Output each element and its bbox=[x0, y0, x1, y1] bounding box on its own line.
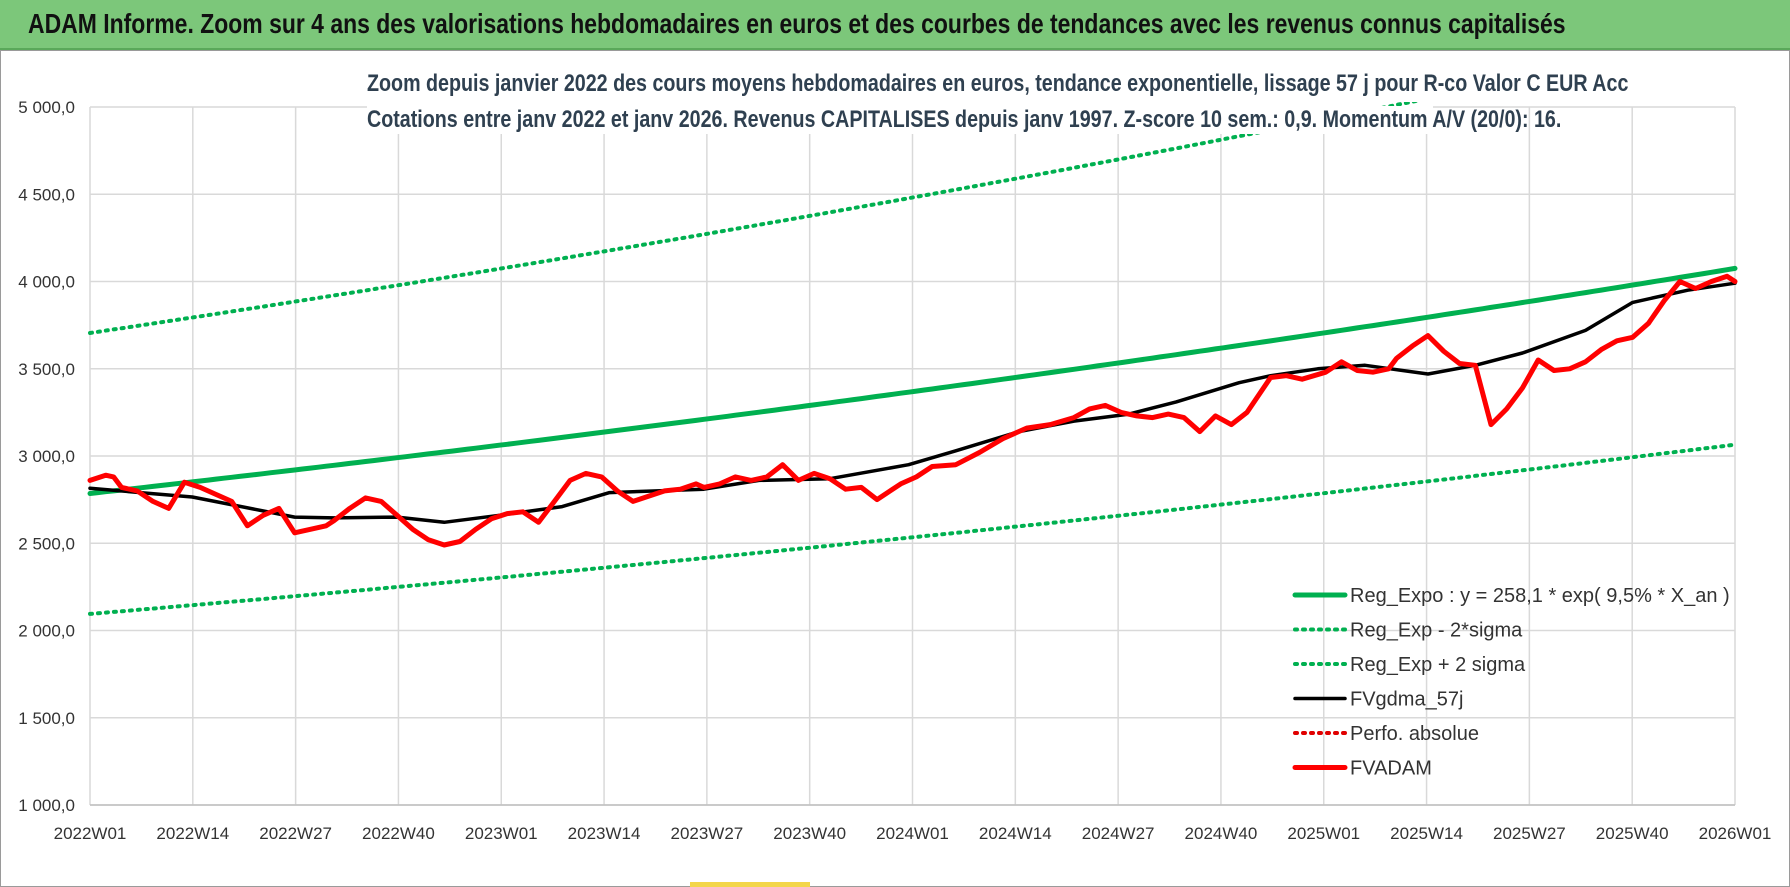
scroll-marker bbox=[690, 882, 810, 887]
x-tick-label: 2024W01 bbox=[876, 824, 949, 843]
x-tick-label: 2024W40 bbox=[1185, 824, 1258, 843]
title-bar: ADAM Informe. Zoom sur 4 ans des valoris… bbox=[0, 0, 1790, 50]
legend-label-1: Reg_Exp - 2*sigma bbox=[1350, 620, 1523, 642]
x-tick-label: 2026W01 bbox=[1699, 824, 1772, 843]
legend-label-4: Perfo. absolue bbox=[1350, 723, 1479, 745]
x-tick-label: 2023W27 bbox=[670, 824, 743, 843]
y-axis: 1 000,0 1 500,0 2 000,0 2 500,0 3 000,0 3 500… bbox=[18, 98, 75, 815]
legend-label-0: Reg_Expo : y = 258,1 * exp( 9,5% * X_an … bbox=[1350, 585, 1730, 607]
chart-title-line2: Cotations entre janv 2022 et janv 2026. … bbox=[367, 106, 1562, 134]
series-line-0 bbox=[87, 265, 1738, 496]
series-line-5 bbox=[87, 273, 1738, 548]
x-axis: 2022W01 2022W14 2022W27 2022W40 2023W01 2023W… bbox=[54, 804, 1772, 843]
y-tick-label: 4 500,0 bbox=[18, 185, 75, 204]
chart-legend: Reg_Expo : y = 258,1 * exp( 9,5% * X_an … bbox=[1292, 585, 1730, 780]
x-tick-label: 2024W14 bbox=[979, 824, 1052, 843]
series-line-1 bbox=[88, 442, 1737, 616]
legend-label-5: FVADAM bbox=[1350, 758, 1432, 780]
x-tick-label: 2022W14 bbox=[156, 824, 229, 843]
legend-label-3: FVgdma_57j bbox=[1350, 689, 1463, 711]
x-tick-label: 2022W01 bbox=[54, 824, 127, 843]
series-line-2 bbox=[88, 102, 1421, 335]
x-tick-label: 2023W01 bbox=[465, 824, 538, 843]
x-tick-label: 2023W40 bbox=[773, 824, 846, 843]
report-title: ADAM Informe. Zoom sur 4 ans des valoris… bbox=[28, 8, 1566, 39]
y-tick-label: 3 500,0 bbox=[18, 360, 75, 379]
y-tick-label: 1 500,0 bbox=[18, 709, 75, 728]
legend-label-2: Reg_Exp + 2 sigma bbox=[1350, 654, 1526, 676]
x-tick-label: 2023W14 bbox=[568, 824, 641, 843]
y-tick-label: 2 500,0 bbox=[18, 534, 75, 553]
y-tick-label: 3 000,0 bbox=[18, 447, 75, 466]
y-tick-label: 4 000,0 bbox=[18, 273, 75, 292]
y-tick-label: 2 000,0 bbox=[18, 622, 75, 641]
x-tick-label: 2025W40 bbox=[1596, 824, 1669, 843]
grid-lines bbox=[89, 106, 1736, 806]
x-tick-label: 2022W27 bbox=[259, 824, 332, 843]
chart-title-line1: Zoom depuis janvier 2022 des cours moyen… bbox=[367, 70, 1629, 98]
x-tick-label: 2024W27 bbox=[1082, 824, 1155, 843]
x-tick-label: 2022W40 bbox=[362, 824, 435, 843]
y-tick-label: 5 000,0 bbox=[18, 98, 75, 117]
x-tick-label: 2025W14 bbox=[1390, 824, 1463, 843]
y-tick-label: 1 000,0 bbox=[18, 796, 75, 815]
x-tick-label: 2025W27 bbox=[1493, 824, 1566, 843]
x-tick-label: 2025W01 bbox=[1287, 824, 1360, 843]
series-layer bbox=[87, 102, 1738, 616]
